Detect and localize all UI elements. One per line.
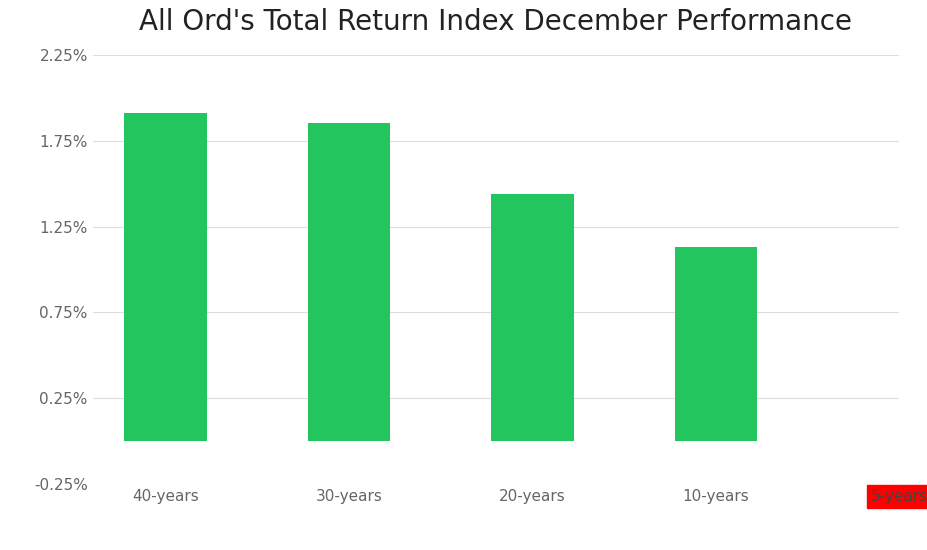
Text: 5-years: 5-years (870, 489, 927, 504)
Bar (308, 123, 390, 441)
Title: All Ord's Total Return Index December Performance: All Ord's Total Return Index December Pe… (139, 8, 853, 36)
Bar (675, 247, 757, 441)
Bar (491, 194, 574, 441)
Bar (124, 113, 207, 441)
